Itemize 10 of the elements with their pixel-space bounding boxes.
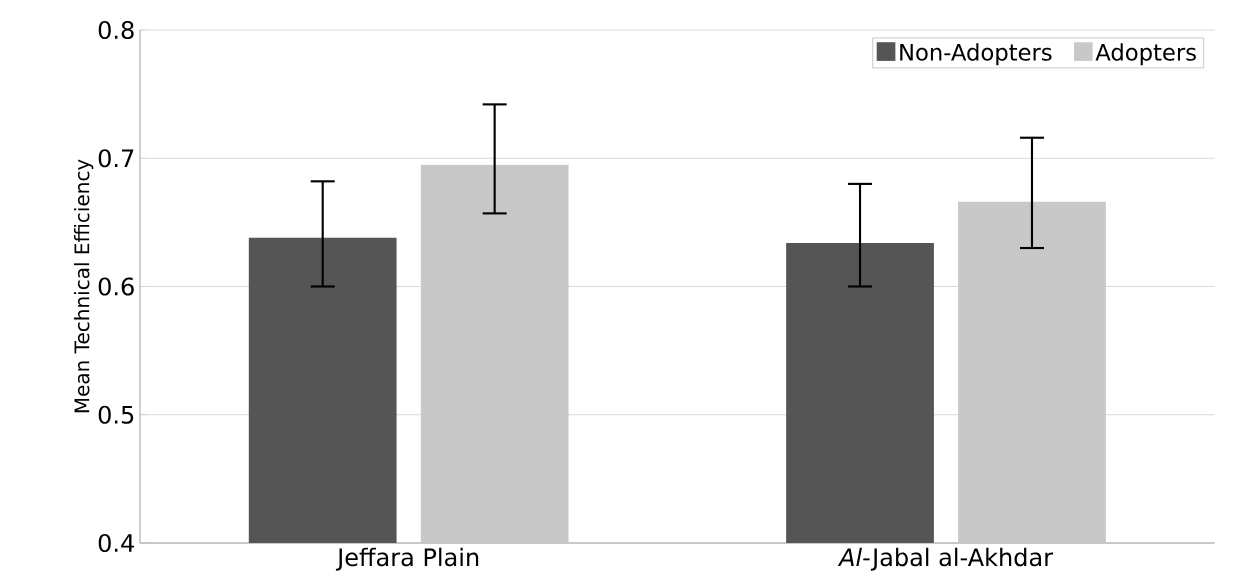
x-tick-label: Jeffara Plain: [335, 547, 479, 571]
x-tick-label: Al-Jabal al-Akhdar: [837, 547, 1054, 571]
y-tick-label: 0.7: [98, 149, 134, 168]
legend-label: Non-Adopters: [900, 43, 1052, 66]
y-tick-label: 0.6: [98, 277, 134, 296]
y-tick-label: 0.5: [98, 405, 134, 424]
y-tick-label: 0.4: [98, 533, 134, 553]
y-axis-title: Mean Technical Efficiency: [73, 159, 94, 413]
legend-label: Adopters: [1095, 43, 1196, 66]
y-tick-label: 0.8: [98, 20, 134, 40]
